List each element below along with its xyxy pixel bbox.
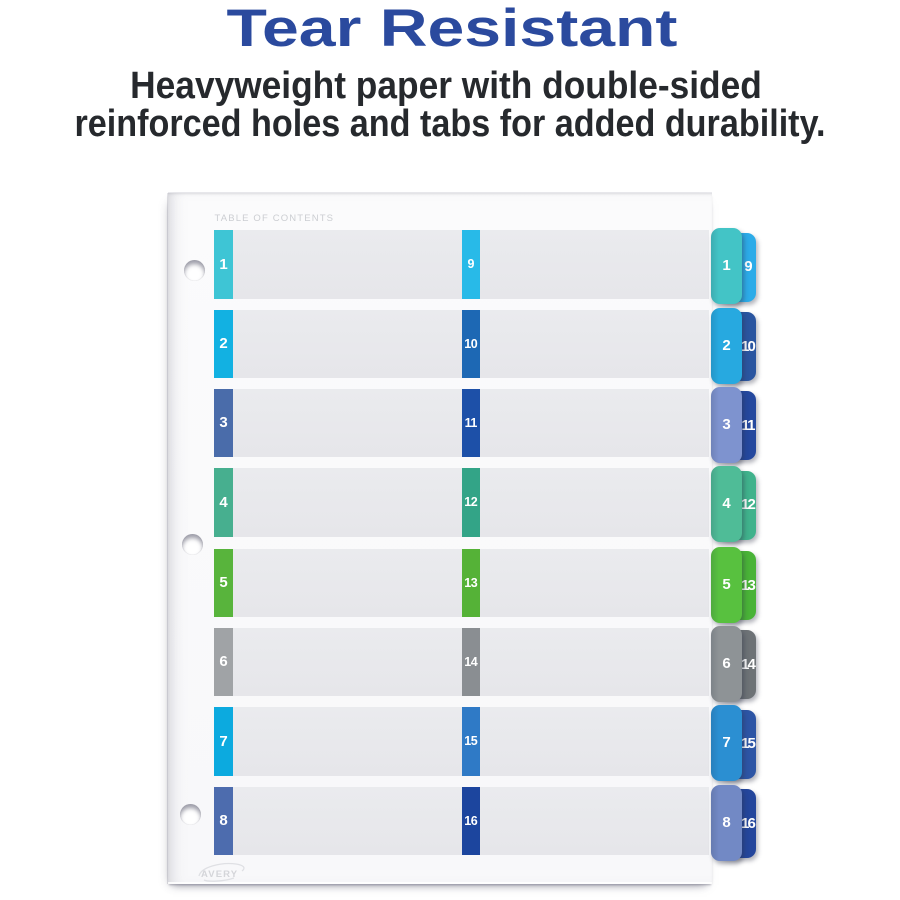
svg-text:AVERY: AVERY <box>201 869 238 880</box>
